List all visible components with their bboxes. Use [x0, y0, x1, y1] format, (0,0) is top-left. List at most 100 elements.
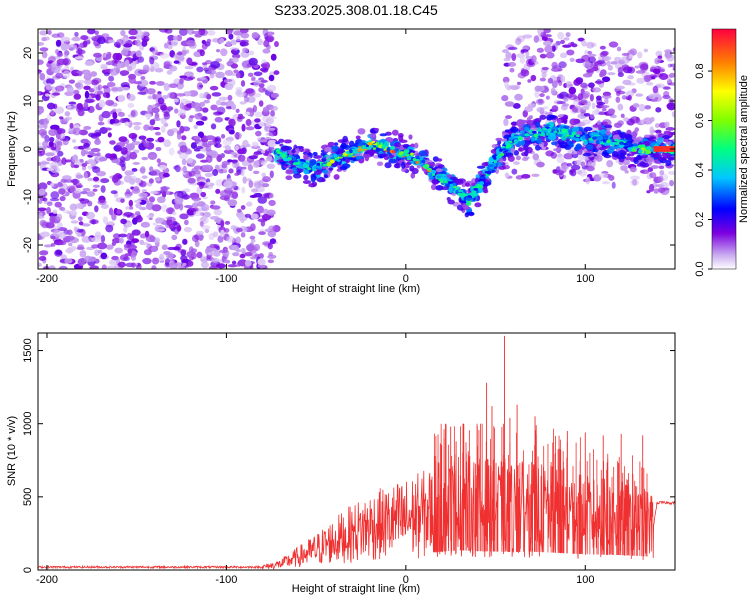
heatmap-cell: [412, 157, 417, 161]
heatmap-cell: [76, 102, 84, 111]
heatmap-cell: [191, 196, 202, 201]
heatmap-cell: [155, 217, 164, 224]
heatmap-cell: [179, 78, 184, 85]
heatmap-cell: [517, 136, 523, 141]
heatmap-cell: [59, 195, 66, 202]
heatmap-cell: [519, 130, 525, 134]
heatmap-cell: [589, 113, 595, 120]
heatmap-cell: [542, 127, 547, 130]
heatmap-cell: [184, 127, 190, 132]
heatmap-cell: [244, 252, 253, 257]
heatmap-cell: [528, 133, 534, 137]
heatmap-cell: [66, 85, 74, 94]
heatmap-cell: [126, 232, 132, 241]
heatmap-cell: [71, 139, 77, 143]
heatmap-cell: [535, 144, 541, 151]
heatmap-cell: [449, 183, 454, 189]
heatmap-cell: [46, 102, 56, 110]
heatmap-cell: [581, 105, 590, 111]
heatmap-cell: [617, 66, 623, 74]
heatmap-cell: [102, 216, 109, 224]
heatmap-cell: [242, 47, 249, 53]
heatmap-cell: [139, 69, 149, 73]
heatmap-cell: [81, 163, 88, 167]
heatmap-cell: [157, 97, 165, 105]
heatmap-cell: [59, 116, 64, 120]
heatmap-cell: [601, 108, 607, 112]
heatmap-cell: [164, 258, 171, 266]
heatmap-cell: [133, 125, 141, 131]
heatmap-cell: [586, 165, 595, 172]
heatmap-cell: [139, 167, 146, 173]
heatmap-cell: [244, 260, 252, 267]
heatmap-cell: [297, 164, 303, 168]
heatmap-cell: [68, 101, 77, 105]
heatmap-cell: [205, 135, 215, 141]
heatmap-cell: [320, 152, 325, 157]
heatmap-cell: [577, 93, 584, 101]
heatmap-cell: [403, 162, 410, 169]
heatmap-cell: [70, 220, 79, 224]
heatmap-cell: [581, 90, 591, 98]
heatmap-cell: [621, 52, 630, 57]
heatmap-cell: [201, 39, 206, 45]
heatmap-cell: [582, 135, 586, 140]
heatmap-cell: [251, 31, 259, 39]
heatmap-cell: [204, 228, 210, 234]
heatmap-cell: [88, 132, 96, 138]
heatmap-cell: [59, 241, 67, 246]
heatmap-cell: [560, 116, 569, 120]
heatmap-cell: [174, 196, 184, 205]
heatmap-cell: [232, 252, 240, 257]
heatmap-cell: [114, 247, 124, 254]
heatmap-cell: [507, 155, 515, 162]
heatmap-cell: [84, 90, 90, 99]
heatmap-cell: [263, 39, 270, 48]
heatmap-cell: [587, 82, 595, 88]
heatmap-cell: [322, 169, 329, 175]
snr-frame: [37, 332, 676, 571]
heatmap-cell: [568, 86, 577, 95]
heatmap-cell: [167, 39, 172, 45]
x-tick-label: -100: [215, 574, 237, 586]
heatmap-cell: [253, 181, 262, 189]
heatmap-cell: [68, 242, 73, 247]
heatmap-cell: [357, 128, 366, 135]
heatmap-cell: [632, 103, 640, 108]
snr-line: [38, 455, 675, 570]
heatmap-cell: [187, 177, 196, 184]
heatmap-cell: [406, 156, 413, 159]
heatmap-cell: [71, 72, 80, 77]
heatmap-cell: [107, 132, 112, 138]
colorbar-tick-label: 0.8: [694, 63, 706, 78]
heatmap-cell: [157, 136, 165, 143]
heatmap-cell: [193, 135, 201, 140]
heatmap-cell: [613, 141, 617, 145]
heatmap-cell: [143, 140, 149, 148]
heatmap-cell: [363, 146, 370, 150]
heatmap-cell: [626, 142, 632, 146]
heatmap-cell: [570, 137, 577, 141]
heatmap-cell: [248, 180, 254, 188]
heatmap-cell: [550, 151, 558, 159]
heatmap-cell: [214, 137, 220, 142]
heatmap-cell: [128, 36, 137, 40]
top-y-axis-label: Frequency (Hz): [6, 111, 18, 187]
heatmap-cell: [292, 173, 302, 179]
heatmap-cell: [224, 145, 231, 151]
heatmap-cell: [575, 138, 580, 142]
heatmap-cell: [321, 178, 326, 183]
heatmap-cell: [522, 34, 533, 39]
heatmap-cell: [101, 110, 111, 119]
heatmap-cell: [179, 213, 189, 220]
heatmap-cell: [210, 60, 221, 69]
heatmap-cell: [539, 77, 546, 82]
heatmap-cell: [493, 155, 497, 160]
heatmap-cell: [171, 127, 179, 133]
heatmap-cell: [240, 32, 250, 39]
heatmap-cell: [186, 157, 193, 164]
heatmap-cell: [514, 139, 518, 144]
heatmap-cell: [539, 93, 545, 98]
heatmap-cell: [638, 103, 646, 112]
heatmap-cell: [518, 147, 525, 152]
